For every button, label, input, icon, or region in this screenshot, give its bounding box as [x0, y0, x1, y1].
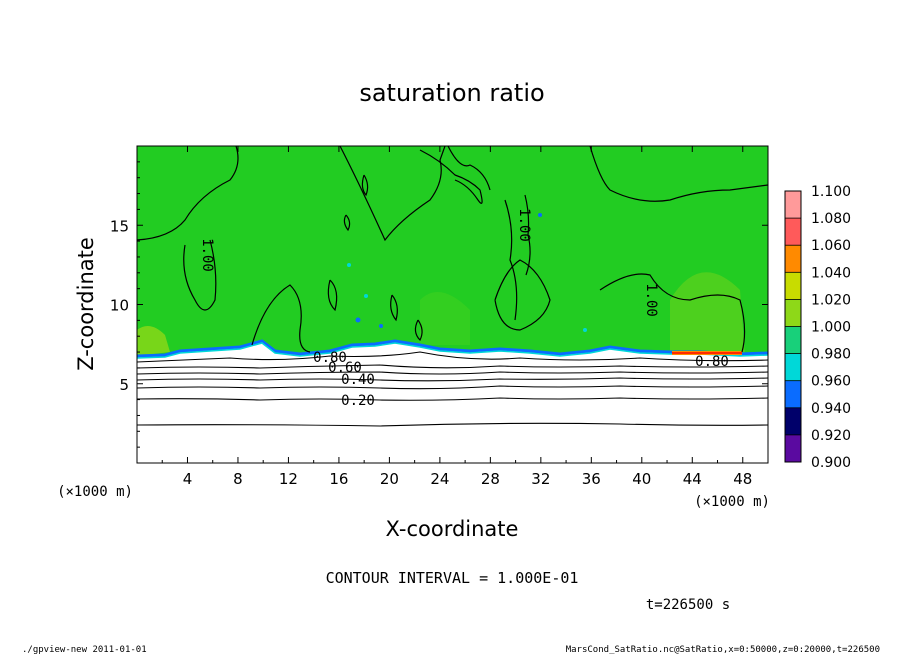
colorbar-label: 0.900: [811, 455, 851, 471]
y-axis: 5 10 15: [110, 161, 768, 448]
colorbar-label: 1.060: [811, 238, 851, 254]
green-patch: [670, 272, 745, 355]
colorbar-swatch: [785, 245, 801, 273]
colorbar-swatch: [785, 353, 801, 381]
green-patch: [137, 326, 170, 356]
contour-lines-lower: [137, 351, 768, 427]
contour-label: 0.20: [341, 393, 375, 409]
x-axis: 4 8 12 16 20 24 28 32 36 40 44 48: [161, 146, 752, 488]
blue-fleck: [538, 213, 542, 217]
x-tick-label: 36: [582, 470, 601, 488]
contour-label: 0.80: [313, 350, 347, 366]
y-axis-title: Z-coordinate: [74, 237, 98, 371]
contour-labels: 1.00 1.00 1.00 0.80 0.60 0.40 0.20 0.80: [199, 208, 729, 409]
contour-label: 0.60: [328, 360, 362, 376]
colorbar-swatch: [785, 218, 801, 246]
contour-label: 1.00: [199, 238, 215, 272]
x-tick-label: 16: [329, 470, 348, 488]
cloud-boundary-band: [137, 339, 768, 358]
x-tick-label: 20: [380, 470, 399, 488]
footer-right: MarsCond_SatRatio.nc@SatRatio,x=0:50000,…: [566, 645, 880, 654]
cyan-fleck: [364, 294, 368, 298]
colorbar-swatch: [785, 191, 801, 219]
supersaturated-strip: [672, 352, 742, 354]
contour-interval: CONTOUR INTERVAL = 1.000E-01: [326, 569, 579, 587]
colorbar-label: 0.920: [811, 428, 851, 444]
x-axis-title: X-coordinate: [386, 517, 519, 541]
green-patch: [420, 292, 470, 345]
colorbar-swatch: [785, 407, 801, 435]
colorbar-label: 0.940: [811, 401, 851, 417]
cyan-fleck: [583, 328, 587, 332]
x-tick-label: 12: [279, 470, 298, 488]
colorbar-label: 1.100: [811, 184, 851, 200]
colorbar-label: 0.960: [811, 374, 851, 390]
footer-left: ./gpview-new 2011-01-01: [22, 645, 147, 654]
colorbar-label: 1.020: [811, 292, 851, 308]
chart-title: saturation ratio: [359, 79, 544, 107]
contour-label: 1.00: [643, 283, 659, 317]
colorbar-swatch: [785, 380, 801, 408]
y-tick-label: 10: [110, 297, 129, 315]
y-tick-label: 5: [119, 376, 129, 394]
x-tick-label: 4: [183, 470, 193, 488]
colorbar-label: 1.000: [811, 320, 851, 336]
contour-label: 1.00: [516, 208, 532, 242]
contour-label: 0.80: [695, 354, 729, 370]
colorbar-swatch: [785, 299, 801, 327]
time-label: t=226500 s: [646, 597, 730, 613]
x-tick-label: 44: [683, 470, 702, 488]
x-tick-label: 28: [481, 470, 500, 488]
x-tick-label: 48: [733, 470, 752, 488]
cyan-fleck: [347, 263, 351, 267]
x-tick-label: 8: [233, 470, 243, 488]
x-tick-label: 24: [430, 470, 449, 488]
colorbar-label: 1.080: [811, 211, 851, 227]
colorbar-swatch: [785, 272, 801, 300]
x-tick-label: 40: [632, 470, 651, 488]
plot-area: [137, 146, 768, 463]
colorbar: 1.100 1.080 1.060 1.040 1.020 1.000 0.980 0.960…: [784, 184, 851, 471]
y-tick-label: 15: [110, 217, 129, 235]
x-axis-unit: (×1000 m): [694, 494, 770, 510]
blue-fleck: [379, 324, 383, 328]
blue-fleck: [355, 317, 361, 323]
colorbar-swatch: [785, 326, 801, 354]
colorbar-label: 0.980: [811, 347, 851, 363]
y-axis-unit: (×1000 m): [57, 484, 133, 500]
cloud-boundary-edge: [137, 342, 768, 359]
colorbar-swatch: [785, 434, 801, 462]
contour-label: 0.40: [341, 372, 375, 388]
x-tick-label: 32: [531, 470, 550, 488]
colorbar-label: 1.040: [811, 265, 851, 281]
contour-lines-100: [137, 146, 768, 353]
